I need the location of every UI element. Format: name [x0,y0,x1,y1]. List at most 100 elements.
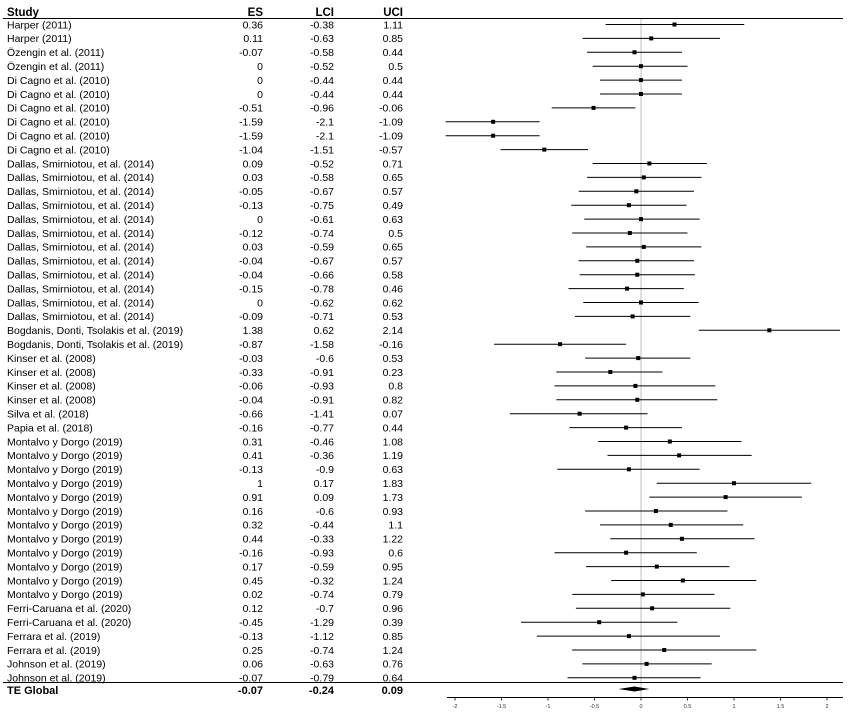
header-es: ES [248,7,264,19]
row-lci-value: -0.67 [310,186,334,198]
row-lci-value: -0.58 [310,47,334,59]
row-study-label: Ferri-Caruana et al. (2020) [7,603,131,615]
row-lci-value: -0.93 [310,381,334,393]
row-uci-value: 0.63 [383,214,404,226]
row-study-label: Kinser et al. (2008) [7,395,96,407]
row-es-value: 0 [257,89,263,101]
row-es-value: 0 [257,214,263,226]
row-es-value: 0.31 [243,436,264,448]
row-lci-value: -0.96 [310,103,334,115]
row-es-value: -1.59 [239,131,263,143]
row-effect-point [635,258,640,263]
row-lci-value: -1.58 [310,339,334,351]
row-effect-point [723,495,728,500]
row-study-label: Dallas, Smirniotou, et al. (2014) [7,214,154,226]
row-effect-point [639,64,643,69]
row-effect-point [647,161,652,166]
row-effect-point [624,550,629,555]
total-uci: 0.09 [382,685,403,697]
row-lci-value: -0.6 [316,353,334,365]
row-lci-value: -0.78 [310,283,334,295]
row-effect-point [639,78,643,83]
row-effect-point [639,300,643,305]
row-lci-value: -0.63 [310,659,334,671]
row-es-value: 0.32 [243,520,264,532]
row-study-label: Montalvo y Dorgo (2019) [7,450,123,462]
row-study-label: Papia et al. (2018) [7,422,93,434]
row-es-value: -0.87 [239,339,263,351]
row-uci-value: 0.46 [383,283,404,295]
x-tick-label: 0.5 [684,704,692,710]
row-uci-value: 0.44 [383,422,404,434]
row-effect-point [640,592,645,597]
row-lci-value: -0.33 [310,534,334,546]
header-lci: LCI [315,7,334,19]
row-study-label: Dallas, Smirniotou, et al. (2014) [7,242,154,254]
row-lci-value: -0.46 [310,436,334,448]
row-effect-point [680,578,685,583]
row-lci-value: -0.44 [310,520,334,532]
x-tick-label: -1 [546,704,551,710]
row-lci-value: 0.62 [314,325,335,337]
row-effect-point [558,342,563,347]
row-study-label: Di Cagno et al. (2010) [7,103,110,115]
row-effect-point [650,606,655,611]
row-lci-value: -0.71 [310,311,334,323]
row-es-value: -1.04 [239,144,263,156]
row-lci-value: -0.44 [310,89,334,101]
row-es-value: -0.07 [239,673,263,685]
row-lci-value: -0.79 [310,673,334,685]
row-es-value: 0 [257,297,263,309]
total-label: TE Global [7,685,58,697]
row-es-value: -0.15 [239,283,263,295]
row-lci-value: -1.12 [310,631,334,643]
row-effect-point [639,92,643,96]
row-study-label: Dallas, Smirniotou, et al. (2014) [7,283,154,295]
row-lci-value: -1.41 [310,409,334,421]
row-es-value: -0.66 [239,409,263,421]
row-es-value: 0.16 [243,506,264,518]
row-uci-value: 0.71 [383,158,404,170]
row-effect-point [667,439,672,444]
row-uci-value: 0.85 [383,631,404,643]
row-effect-point [626,634,631,639]
row-study-label: Dallas, Smirniotou, et al. (2014) [7,186,154,198]
row-lci-value: -0.36 [310,450,334,462]
row-uci-value: 1.1 [388,520,403,532]
row-effect-point [632,675,637,680]
row-effect-point [641,175,646,180]
total-es: -0.07 [238,685,263,697]
x-tick-label: 0 [639,704,642,710]
row-es-value: -0.12 [239,228,263,240]
row-study-label: Montalvo y Dorgo (2019) [7,436,123,448]
row-study-label: Silva et al. (2018) [7,409,89,421]
row-effect-point [625,286,630,291]
row-es-value: -0.09 [239,311,263,323]
row-lci-value: -0.58 [310,172,334,184]
row-uci-value: 0.57 [383,256,404,268]
x-tick-label: 1 [732,704,735,710]
row-study-label: Di Cagno et al. (2010) [7,75,110,87]
row-study-label: Kinser et al. (2008) [7,353,96,365]
row-study-label: Montalvo y Dorgo (2019) [7,534,123,546]
row-uci-value: -0.57 [379,144,403,156]
row-study-label: Johnson et al. (2019) [7,673,106,685]
row-study-label: Montalvo y Dorgo (2019) [7,506,123,518]
row-effect-point [491,119,496,124]
row-study-label: Ferrara et al. (2019) [7,631,100,643]
row-uci-value: 0.44 [383,47,404,59]
row-study-label: Di Cagno et al. (2010) [7,89,110,101]
row-study-label: Montalvo y Dorgo (2019) [7,575,123,587]
row-study-label: Montalvo y Dorgo (2019) [7,589,123,601]
x-tick-label: -2 [453,704,458,710]
row-uci-value: 0.57 [383,186,404,198]
row-effect-point [732,481,736,486]
row-uci-value: 0.53 [383,353,404,365]
row-study-label: Harper (2011) [7,33,72,45]
row-lci-value: 0.17 [314,478,335,490]
row-study-label: Di Cagno et al. (2010) [7,117,110,129]
row-uci-value: 0.96 [383,603,404,615]
row-study-label: Özengin et al. (2011) [7,61,104,73]
row-study-label: Montalvo y Dorgo (2019) [7,548,123,560]
